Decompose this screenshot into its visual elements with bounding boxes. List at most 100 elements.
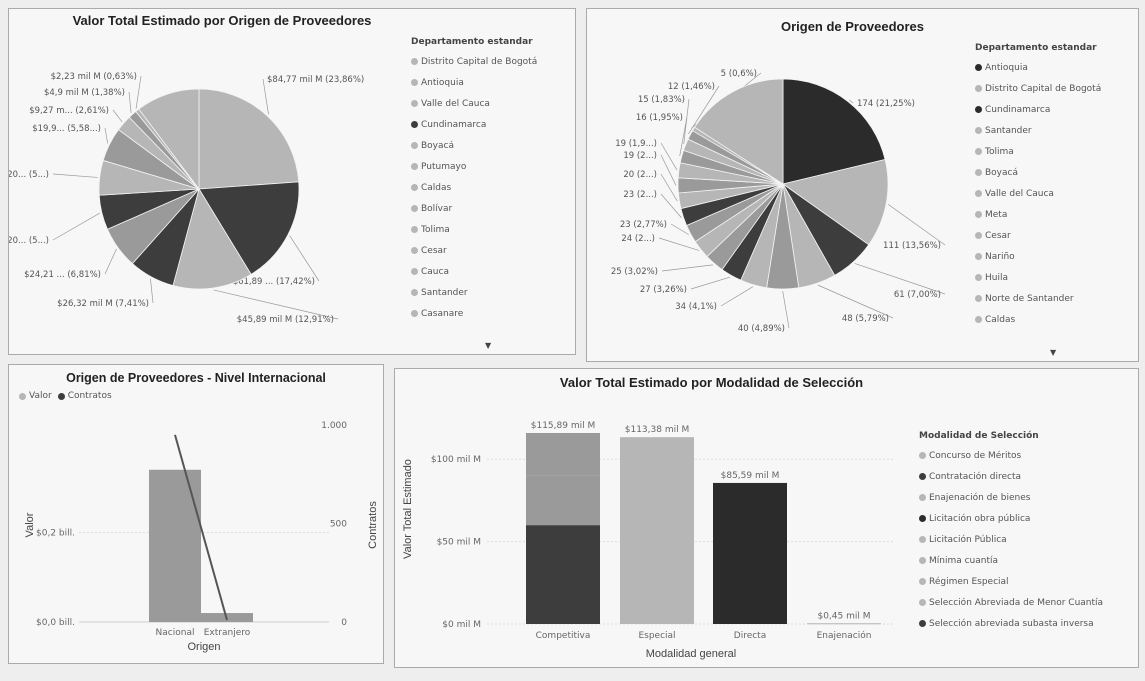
legend-item[interactable]: Contratación directa xyxy=(919,466,1103,487)
legend-label: Nariño xyxy=(985,251,1015,262)
leader-line xyxy=(849,99,854,104)
legend-dot xyxy=(975,64,982,71)
line-contratos[interactable] xyxy=(174,434,228,621)
pie-slice[interactable] xyxy=(782,159,889,246)
legend-label: Cundinamarca xyxy=(421,119,487,130)
bar-segment[interactable] xyxy=(807,623,881,625)
slice-label: 174 (21,25%) xyxy=(857,99,915,109)
legend-title: Departamento estandar xyxy=(411,37,533,47)
legend-label: Cesar xyxy=(421,245,447,256)
pie-slice[interactable] xyxy=(198,88,300,190)
y-tick-label: $0,2 bill. xyxy=(36,528,75,538)
pie-valor-svg: $84,77 mil M (23,86%) $61,89 ... (17,42%)… xyxy=(9,72,364,325)
legend-label: Meta xyxy=(985,209,1008,220)
y-tick-label: $50 mil M xyxy=(437,538,481,548)
legend-item[interactable]: Cauca xyxy=(411,261,537,282)
leader-line xyxy=(817,284,894,319)
pie-valor-title: Valor Total Estimado por Origen de Prove… xyxy=(72,13,372,28)
legend-item[interactable]: Cundinamarca xyxy=(411,114,537,135)
legend-item[interactable]: Casanare xyxy=(411,303,537,324)
legend-label: Licitación Pública xyxy=(929,534,1007,545)
legend-item[interactable]: Selección Abreviada de Menor Cuantía xyxy=(919,592,1103,613)
legend-item[interactable]: Mínima cuantía xyxy=(919,550,1103,571)
legend-item[interactable]: Distrito Capital de Bogotá xyxy=(975,78,1101,99)
legend-dot xyxy=(919,515,926,522)
slice-label: $4,9 mil M (1,38%) xyxy=(44,88,125,98)
legend-item[interactable]: Boyacá xyxy=(975,162,1101,183)
bar-segment[interactable] xyxy=(526,433,600,476)
leader-line xyxy=(782,290,790,329)
legend-label: Régimen Especial xyxy=(929,576,1009,587)
y-tick-label: $100 mil M xyxy=(431,455,481,465)
scroll-down-icon[interactable]: ▼ xyxy=(485,341,492,350)
legend-item[interactable]: Bolívar xyxy=(411,198,537,219)
legend-item[interactable]: Putumayo xyxy=(411,156,537,177)
legend-item[interactable]: Distrito Capital de Bogotá xyxy=(411,51,537,72)
legend-item[interactable]: Meta xyxy=(975,204,1101,225)
legend-item[interactable]: Antioquia xyxy=(975,57,1101,78)
legend-contratos: Contratos xyxy=(67,391,112,401)
pie-origen-svg: 174 (21,25%) 111 (13,56%) 61 (7,00%) 48 (5,… xyxy=(611,69,946,334)
leader-line xyxy=(854,263,946,295)
legend-item[interactable]: Valle del Cauca xyxy=(975,183,1101,204)
leader-line xyxy=(104,248,117,275)
legend-item[interactable]: Cesar xyxy=(411,240,537,261)
y2-axis-title: Contratos xyxy=(367,501,379,549)
legend-item[interactable]: Cesar xyxy=(975,225,1101,246)
legend-item[interactable]: Licitación Pública xyxy=(919,529,1103,550)
bar-valor[interactable] xyxy=(149,469,201,622)
legend-dot xyxy=(411,226,418,233)
leader-line xyxy=(104,127,109,144)
legend-item[interactable]: Selección abreviada subasta inversa xyxy=(919,613,1103,634)
slice-label: 20 (2...) xyxy=(623,170,657,180)
x-axis-title: Origen xyxy=(187,641,220,653)
scroll-down-icon[interactable]: ▼ xyxy=(1050,348,1057,357)
bar-segment[interactable] xyxy=(713,482,787,624)
legend-dot xyxy=(411,100,418,107)
bar-total-label: $115,89 mil M xyxy=(531,421,595,431)
bar-segment[interactable] xyxy=(526,525,600,624)
y-tick-label: $0 mil M xyxy=(442,620,481,630)
legend-item[interactable]: Tolima xyxy=(975,141,1101,162)
legend-item[interactable]: Enajenación de bienes xyxy=(919,487,1103,508)
legend-item[interactable]: Cundinamarca xyxy=(975,99,1101,120)
legend-item[interactable]: Licitación obra pública xyxy=(919,508,1103,529)
slice-label: 23 (2,77%) xyxy=(620,220,667,230)
pie-slice[interactable] xyxy=(782,78,886,185)
bar-segment[interactable] xyxy=(526,475,600,526)
legend-label: Antioquia xyxy=(421,77,464,88)
leader-line xyxy=(887,203,946,246)
leader-line xyxy=(688,85,720,135)
pie-slice[interactable] xyxy=(138,88,200,191)
legend-item[interactable]: Huila xyxy=(975,267,1101,288)
slice-label: $84,77 mil M (23,86%) xyxy=(267,75,364,85)
legend-item[interactable]: Santander xyxy=(411,282,537,303)
legend-item[interactable]: Régimen Especial xyxy=(919,571,1103,592)
bar-segment[interactable] xyxy=(620,437,694,624)
legend-item[interactable]: Concurso de Méritos xyxy=(919,445,1103,466)
legend-dot xyxy=(411,310,418,317)
leader-line xyxy=(720,286,754,307)
legend-item[interactable]: Valle del Cauca xyxy=(411,93,537,114)
legend-item[interactable]: Boyacá xyxy=(411,135,537,156)
leader-line xyxy=(52,173,98,178)
pie-slice[interactable] xyxy=(694,78,784,185)
legend-item[interactable]: Antioquia xyxy=(411,72,537,93)
pie-slice[interactable] xyxy=(198,181,300,275)
slice-label: 61 (7,00%) xyxy=(894,290,941,300)
legend-dot xyxy=(411,247,418,254)
legend-dot xyxy=(919,620,926,627)
legend-item[interactable]: Caldas xyxy=(411,177,537,198)
legend-item[interactable]: Santander xyxy=(975,120,1101,141)
leader-line xyxy=(150,278,154,304)
legend-item[interactable]: Nariño xyxy=(975,246,1101,267)
slice-label: 19 (2...) xyxy=(623,151,657,161)
slice-label: $9,27 m... (2,61%) xyxy=(29,106,109,116)
legend-label: Caldas xyxy=(985,314,1016,325)
slice-label: $20... (5...) xyxy=(9,236,49,246)
legend-item[interactable]: Caldas xyxy=(975,309,1101,330)
legend-item[interactable]: Tolima xyxy=(411,219,537,240)
legend-dot xyxy=(919,494,926,501)
legend-item[interactable]: Norte de Santander xyxy=(975,288,1101,309)
leader-line xyxy=(679,116,688,157)
